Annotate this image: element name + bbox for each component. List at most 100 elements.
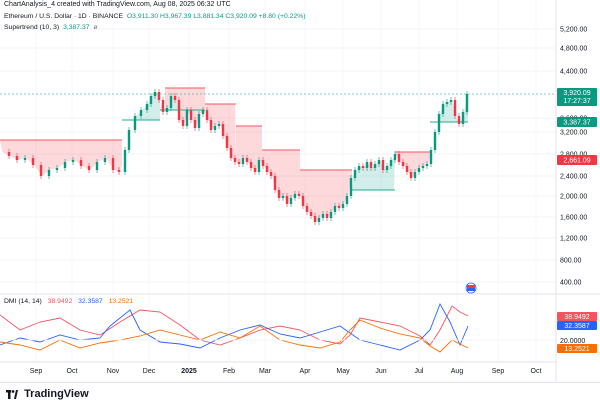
price-scale-label: 4,800.00 — [560, 46, 587, 53]
candle-body — [417, 168, 421, 172]
candle-body — [281, 196, 285, 198]
candle-body — [449, 100, 453, 102]
symbol-name: Ethereum / U.S. Dollar · 1D · BINANCE — [4, 13, 123, 20]
candle-body — [377, 160, 381, 164]
di-minus-line — [0, 302, 469, 351]
time-axis-label: 2025 — [181, 368, 197, 375]
supertrend-down-zone — [262, 150, 300, 204]
resistance-value: 2,661.09 — [563, 158, 590, 165]
candle-body — [425, 164, 429, 166]
supertrend-down-zone — [205, 104, 236, 162]
symbol-legend[interactable]: Ethereum / U.S. Dollar · 1D · BINANCE O3… — [4, 13, 308, 20]
candle-body — [31, 158, 35, 165]
flag-icon[interactable] — [465, 282, 477, 294]
adx-badge: 13.2521 — [557, 344, 597, 353]
candle-body — [177, 100, 181, 120]
candle-body — [103, 158, 107, 162]
candle-body — [265, 166, 269, 172]
price-scale-label: 4,400.00 — [560, 69, 587, 76]
candle-body — [161, 100, 165, 112]
tradingview-logo[interactable]: TradingView — [6, 388, 89, 400]
candle-body — [389, 160, 393, 166]
candle-body — [63, 162, 67, 168]
supertrend-legend-value: 3,387.37 — [63, 24, 90, 31]
candle-body — [245, 158, 249, 162]
candle-body — [229, 148, 233, 158]
candle-body — [15, 156, 19, 160]
candle-body — [71, 160, 75, 162]
candle-body — [205, 110, 209, 120]
price-scale-label: 800.00 — [560, 258, 582, 265]
candle-body — [341, 204, 345, 208]
candle-body — [181, 120, 185, 126]
candle-body — [305, 206, 309, 212]
candle-body — [111, 158, 115, 170]
candle-body — [157, 92, 161, 100]
dmi-di-minus: 32.3587 — [78, 298, 103, 305]
candle-body — [465, 94, 469, 112]
candle-body — [213, 126, 217, 130]
time-axis-label: Jul — [415, 368, 424, 375]
candle-body — [23, 158, 27, 160]
candle-body — [201, 110, 205, 114]
candle-body — [221, 124, 225, 136]
supertrend-up-zone — [352, 155, 395, 190]
candle-body — [185, 110, 189, 126]
supertrend-value: 3,387.37 — [563, 120, 590, 127]
candle-body — [349, 178, 353, 196]
candle-body — [373, 164, 377, 168]
candle-body — [47, 170, 51, 176]
price-scale-label: 2,000.00 — [560, 194, 587, 201]
time-axis-label: Sep — [492, 368, 505, 375]
time-axis-label: Mar — [259, 368, 272, 375]
candle-body — [133, 116, 137, 130]
candle-body — [461, 112, 465, 124]
chart-canvas[interactable]: 5,200.004,800.004,400.003,600.003,200.00… — [0, 0, 600, 382]
candle-body — [189, 110, 193, 120]
price-scale-label: 5,200.00 — [560, 27, 587, 34]
time-axis-label: Dec — [143, 368, 156, 375]
di-minus-value: 32.3587 — [564, 323, 589, 330]
candle-body — [149, 96, 153, 104]
chart-caption: ChartAnalysis_4 created with TradingView… — [4, 1, 231, 8]
candle-body — [301, 196, 305, 206]
candle-body — [39, 165, 43, 176]
candle-body — [197, 114, 201, 128]
candle-body — [453, 100, 457, 116]
time-axis-label: Aug — [451, 368, 464, 375]
candle-body — [277, 190, 281, 198]
time-axis-label: Oct — [67, 368, 78, 375]
candle-body — [145, 104, 149, 110]
candle-body — [365, 162, 369, 168]
candle-body — [357, 166, 361, 170]
dmi-legend[interactable]: DMI (14, 14) 38.9492 32.3587 13.2521 — [4, 298, 137, 305]
candle-body — [79, 160, 83, 166]
di-plus-badge: 38.9492 — [557, 312, 597, 321]
candle-body — [293, 194, 297, 198]
supertrend-legend[interactable]: Supertrend (10, 3) 3,387.37 ø — [4, 24, 100, 31]
candle-body — [429, 150, 433, 164]
candle-body — [337, 206, 341, 208]
adx-line — [0, 319, 469, 353]
supertrend-down-zone — [300, 170, 352, 222]
supertrend-up-zone — [430, 94, 468, 122]
time-axis-label: Apr — [300, 368, 312, 375]
candle-body — [87, 166, 91, 170]
candle-body — [257, 160, 261, 172]
candle-body — [249, 162, 253, 168]
visibility-icon[interactable]: ø — [93, 24, 98, 31]
candle-body — [217, 124, 221, 126]
candle-body — [173, 96, 177, 100]
candle-body — [317, 218, 321, 222]
time-axis-label: Sep — [30, 368, 43, 375]
candle-body — [313, 216, 317, 222]
price-scale-label: 400.00 — [560, 280, 582, 287]
candle-body — [297, 194, 301, 196]
candle-body — [225, 136, 229, 148]
supertrend-down-zone — [0, 140, 122, 176]
candle-body — [209, 120, 213, 130]
dmi-di-plus: 38.9492 — [47, 298, 73, 305]
dmi-adx: 13.2521 — [108, 298, 134, 305]
candle-body — [433, 132, 437, 150]
candle-body — [445, 102, 449, 104]
